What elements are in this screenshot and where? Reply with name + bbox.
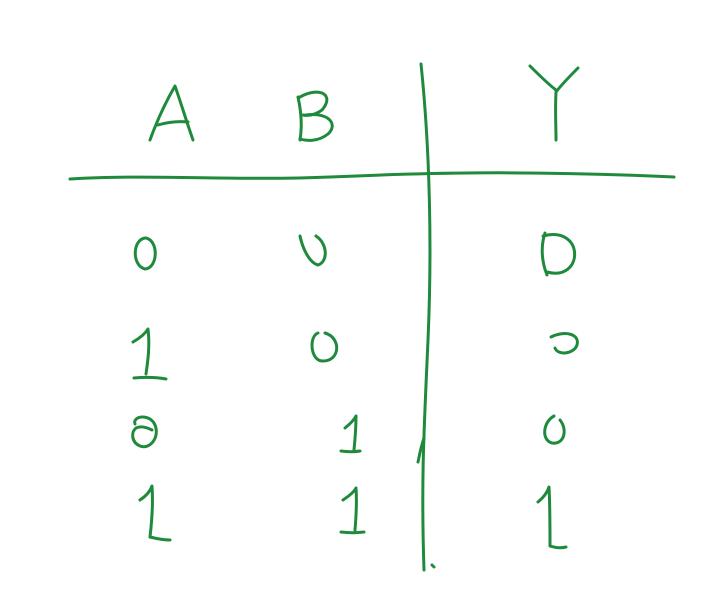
row-1-y bbox=[540, 231, 577, 277]
row-1-b bbox=[298, 234, 327, 267]
header-y bbox=[528, 64, 580, 142]
row-2-y bbox=[549, 332, 579, 355]
row-3-b bbox=[339, 414, 362, 454]
row-3-y bbox=[543, 414, 566, 445]
row-4-y bbox=[536, 485, 568, 550]
header-a bbox=[148, 84, 195, 142]
row-4-b bbox=[339, 486, 366, 535]
row-2-b bbox=[310, 331, 339, 363]
row-2-a bbox=[131, 327, 168, 381]
header-b bbox=[296, 90, 334, 142]
row-3-a bbox=[131, 415, 158, 449]
header-a-label: A bbox=[0, 0, 1, 1]
row-1-a bbox=[133, 236, 157, 271]
divider-tick-mark bbox=[416, 436, 426, 464]
row-4-a bbox=[138, 484, 172, 542]
divider-tick-mark-2 bbox=[430, 563, 436, 569]
output-divider-line bbox=[419, 62, 432, 572]
header-divider-line bbox=[68, 171, 676, 181]
